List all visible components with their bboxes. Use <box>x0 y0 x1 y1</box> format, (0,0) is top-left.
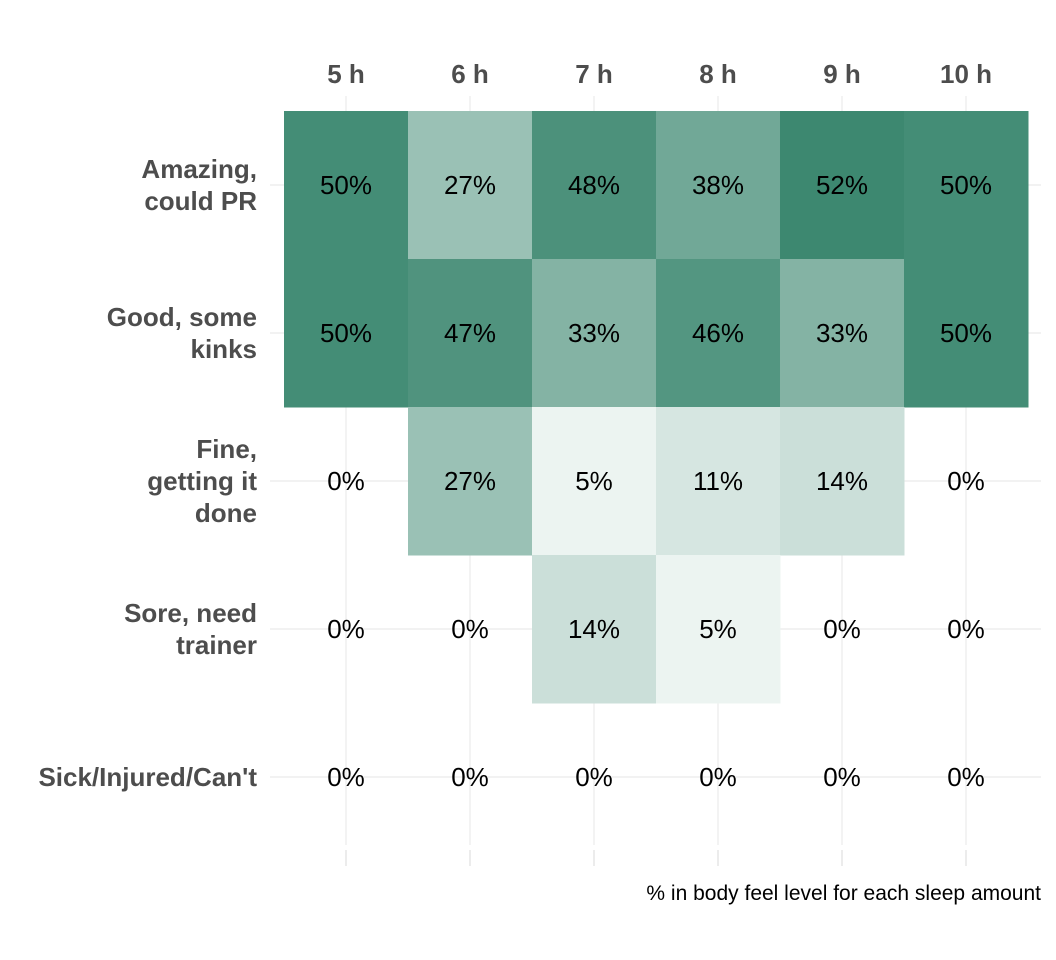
cell-labels: 50% 27% 48% 38% 52% 50% 50% 47% 33% 46% 33% 50% 0% 27… <box>320 170 992 792</box>
cell-value-label: 0% <box>327 466 365 496</box>
row-label: Good, some kinks <box>107 302 257 364</box>
heatmap-cell <box>408 259 533 408</box>
heatmap-cell <box>656 259 781 408</box>
row-labels: Amazing, could PR Good, some kinks Fine, gett… <box>38 154 257 792</box>
column-label: 5 h <box>327 59 365 89</box>
heatmap-cell <box>284 259 409 408</box>
cell-value-label: 52% <box>816 170 868 200</box>
cell-value-label: 48% <box>568 170 620 200</box>
heatmap-cell <box>532 407 657 556</box>
heatmap-cell <box>780 407 905 556</box>
chart-caption: % in body feel level for each sleep amou… <box>646 882 1041 905</box>
cell-value-label: 0% <box>451 614 489 644</box>
heatmap-cell <box>656 407 781 556</box>
heatmap-cell <box>780 111 905 260</box>
cell-value-label: 0% <box>699 762 737 792</box>
column-label: 10 h <box>940 59 992 89</box>
cell-value-label: 5% <box>699 614 737 644</box>
cell-value-label: 0% <box>823 614 861 644</box>
cell-value-label: 50% <box>320 170 372 200</box>
cell-value-label: 0% <box>947 614 985 644</box>
cell-value-label: 33% <box>816 318 868 348</box>
heatmap-cell <box>656 111 781 260</box>
heatmap-cell <box>408 111 533 260</box>
cell-value-label: 27% <box>444 466 496 496</box>
heatmap-cell <box>408 407 533 556</box>
cell-value-label: 46% <box>692 318 744 348</box>
cell-value-label: 14% <box>816 466 868 496</box>
cell-value-label: 50% <box>940 170 992 200</box>
cell-value-label: 0% <box>451 762 489 792</box>
heatmap-cell <box>532 111 657 260</box>
heatmap-cell <box>904 111 1029 260</box>
cell-value-label: 0% <box>327 762 365 792</box>
cell-value-label: 47% <box>444 318 496 348</box>
heatmap-cell <box>904 259 1029 408</box>
cell-value-label: 27% <box>444 170 496 200</box>
cell-value-label: 38% <box>692 170 744 200</box>
cell-value-label: 5% <box>575 466 613 496</box>
heatmap-cells <box>284 111 1029 704</box>
column-labels: 5 h 6 h 7 h 8 h 9 h 10 h <box>327 59 992 89</box>
cell-value-label: 11% <box>693 466 743 496</box>
column-label: 7 h <box>575 59 613 89</box>
heatmap-cell <box>284 111 409 260</box>
cell-value-label: 14% <box>568 614 620 644</box>
cell-value-label: 50% <box>940 318 992 348</box>
cell-value-label: 0% <box>947 762 985 792</box>
cell-value-label: 0% <box>823 762 861 792</box>
heatmap-cell <box>532 259 657 408</box>
heatmap-cell <box>780 259 905 408</box>
cell-value-label: 0% <box>327 614 365 644</box>
column-label: 8 h <box>699 59 737 89</box>
row-label: Fine, getting it done <box>147 434 257 528</box>
cell-value-label: 0% <box>947 466 985 496</box>
row-label: Amazing, could PR <box>141 154 257 216</box>
row-label: Sore, need trainer <box>124 598 257 660</box>
cell-value-label: 33% <box>568 318 620 348</box>
column-label: 9 h <box>823 59 861 89</box>
cell-value-label: 50% <box>320 318 372 348</box>
heatmap-cell <box>532 555 657 704</box>
heatmap-cell <box>656 555 781 704</box>
cell-value-label: 0% <box>575 762 613 792</box>
column-label: 6 h <box>451 59 489 89</box>
row-label: Sick/Injured/Can't <box>38 762 257 792</box>
